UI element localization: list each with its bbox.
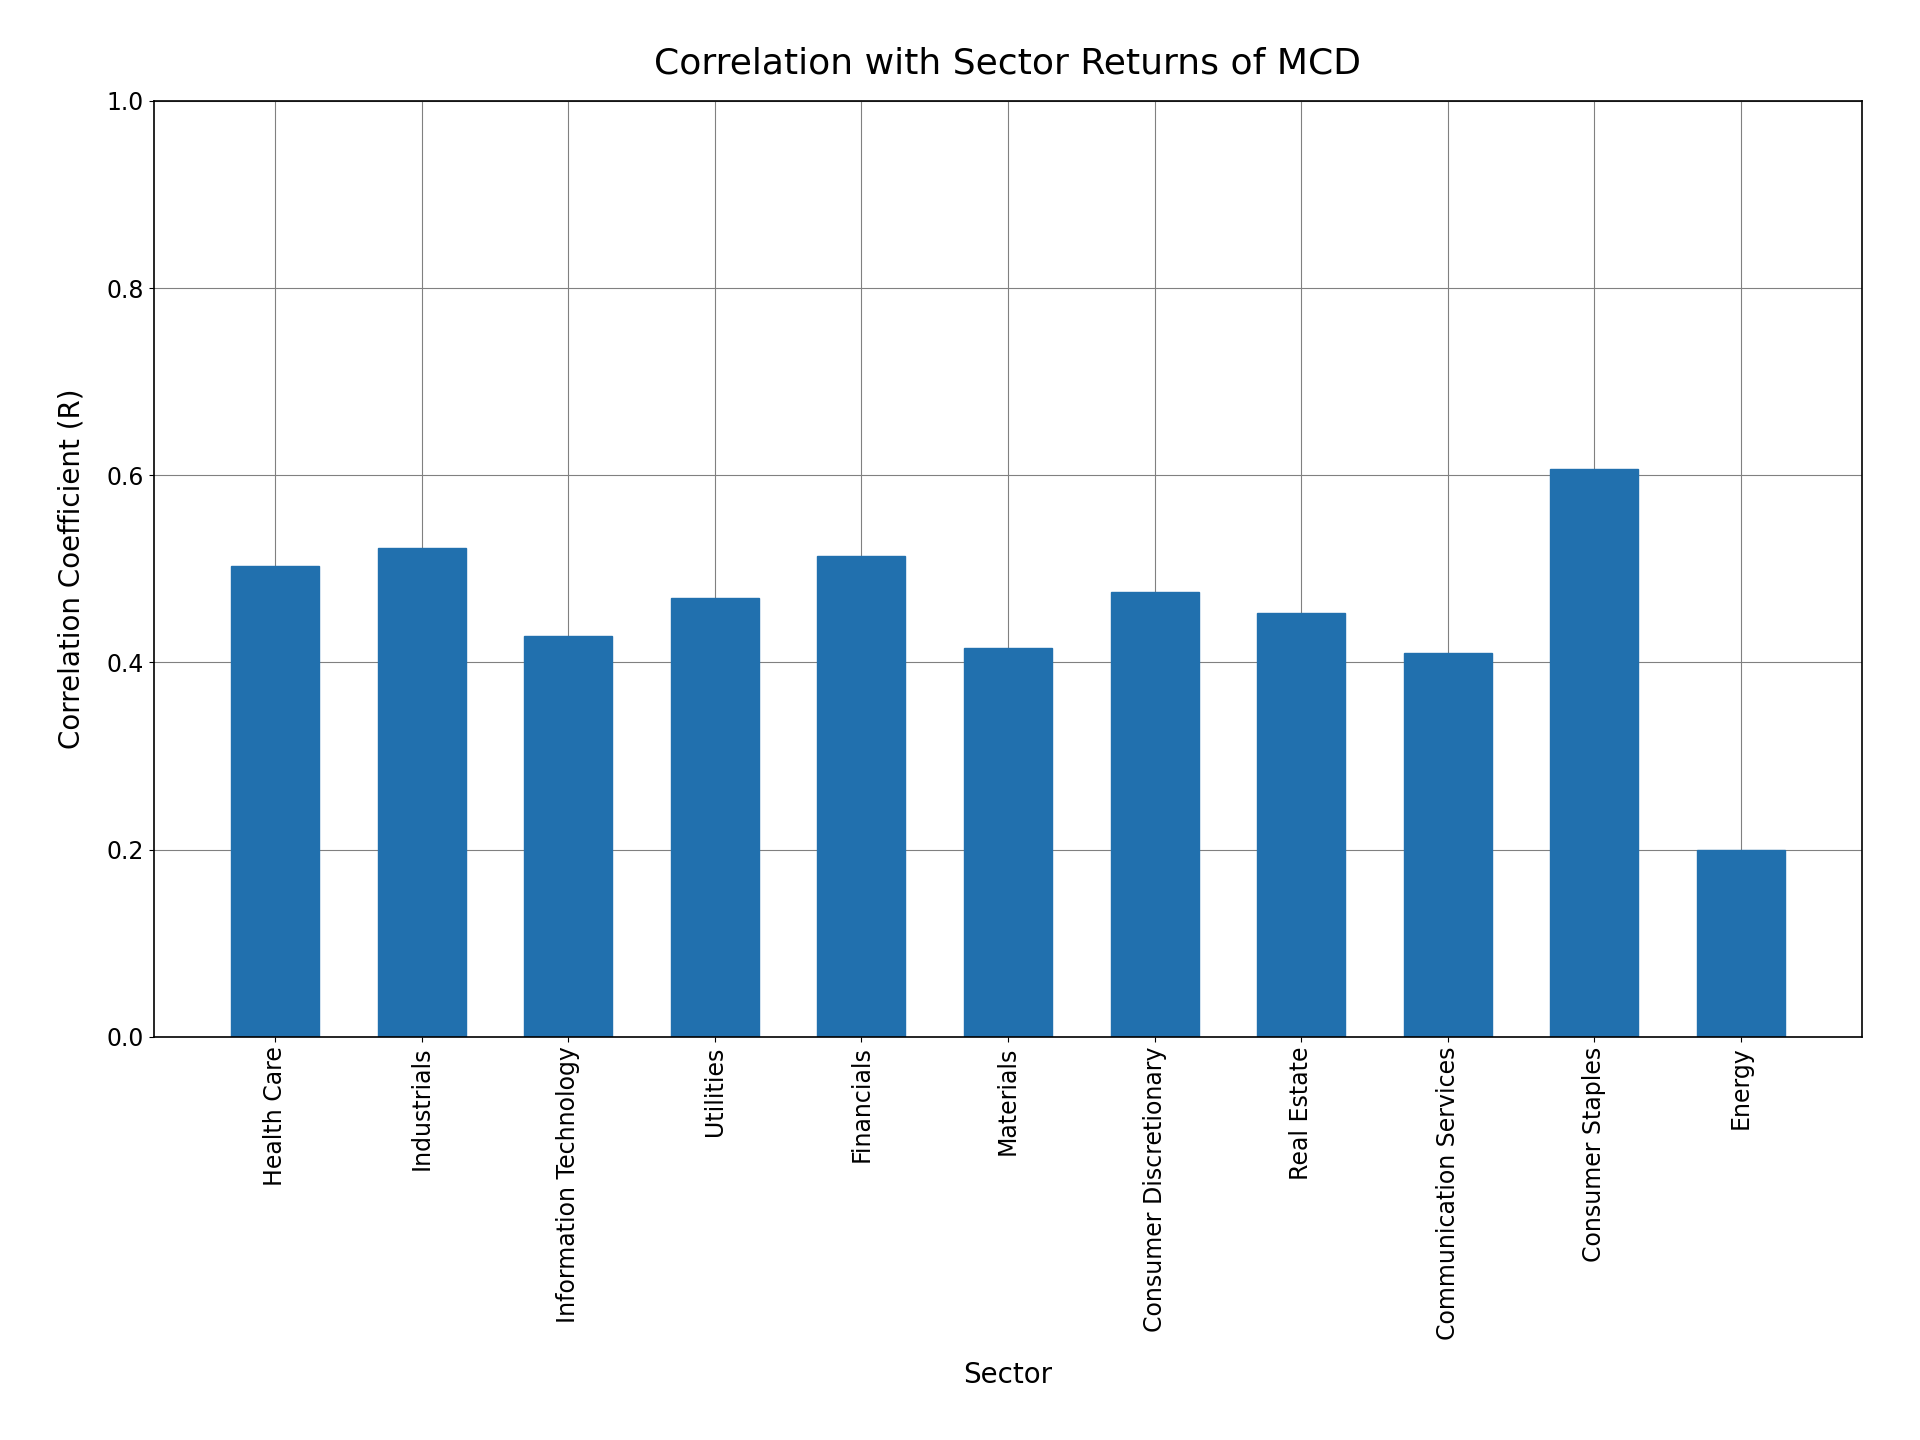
Bar [378, 549, 467, 1037]
Bar [964, 648, 1052, 1037]
Bar [230, 566, 319, 1037]
Bar [524, 636, 612, 1037]
Title: Correlation with Sector Returns of MCD: Correlation with Sector Returns of MCD [655, 46, 1361, 81]
Bar [1110, 592, 1198, 1037]
Bar [1697, 850, 1786, 1037]
Bar [1549, 468, 1638, 1037]
X-axis label: Sector: Sector [964, 1361, 1052, 1388]
Bar [818, 556, 906, 1037]
Bar [670, 598, 758, 1037]
Y-axis label: Correlation Coefficient (R): Correlation Coefficient (R) [58, 389, 86, 749]
Bar [1258, 613, 1346, 1037]
Bar [1404, 652, 1492, 1037]
